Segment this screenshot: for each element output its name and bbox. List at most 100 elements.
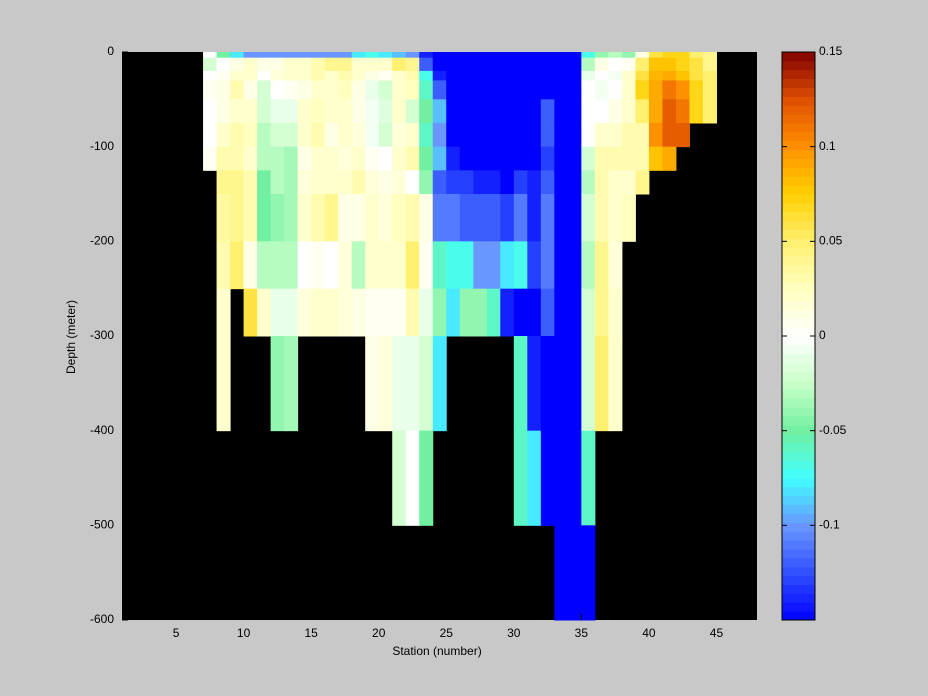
colorbar-tick-label: 0.1 — [819, 139, 836, 153]
y-axis-label: Depth (meter) — [64, 300, 78, 374]
cell — [648, 70, 663, 81]
cell — [311, 80, 326, 100]
cell — [378, 70, 393, 81]
cell — [513, 288, 528, 337]
cell — [513, 123, 528, 148]
cell — [500, 123, 515, 148]
x-tick-label: 15 — [304, 626, 318, 640]
cell — [270, 288, 285, 337]
cell — [527, 170, 542, 195]
cell — [405, 194, 420, 242]
cell — [621, 80, 636, 100]
cell — [621, 170, 636, 195]
cell — [216, 146, 231, 171]
cell — [270, 241, 285, 290]
cell — [500, 288, 515, 337]
cell — [216, 80, 231, 100]
cell — [500, 99, 515, 124]
cell — [432, 194, 447, 242]
cell — [567, 70, 582, 81]
cell — [594, 170, 609, 195]
cell — [324, 123, 339, 148]
colorbar-swatch — [782, 105, 815, 115]
cell — [378, 99, 393, 124]
cell — [257, 123, 272, 148]
cell — [459, 241, 474, 290]
cell — [270, 146, 285, 171]
colorbar-swatch — [782, 309, 815, 319]
colorbar-swatch — [782, 433, 815, 443]
colorbar-swatch — [782, 247, 815, 257]
cell — [635, 146, 650, 171]
colorbar-swatch — [782, 398, 815, 408]
cell — [635, 99, 650, 124]
cell — [608, 57, 623, 72]
cell — [540, 52, 555, 59]
cell — [675, 123, 690, 148]
cell — [351, 146, 366, 171]
cell — [513, 57, 528, 72]
cell — [689, 70, 704, 81]
cell — [216, 170, 231, 195]
cell — [230, 99, 245, 124]
cell — [338, 80, 353, 100]
cell — [446, 146, 461, 171]
cell — [392, 99, 407, 124]
cell — [392, 241, 407, 290]
colorbar-swatch — [782, 96, 815, 106]
cell — [486, 288, 501, 337]
cell — [581, 57, 596, 72]
cell — [365, 123, 380, 148]
cell — [459, 123, 474, 148]
cell — [513, 146, 528, 171]
cell — [608, 70, 623, 81]
cell — [324, 146, 339, 171]
cell — [378, 288, 393, 337]
cell — [594, 57, 609, 72]
cell — [486, 80, 501, 100]
cell — [216, 336, 231, 432]
cell — [500, 170, 515, 195]
cell — [581, 123, 596, 148]
cell — [540, 336, 555, 432]
cell — [662, 123, 677, 148]
x-tick-label: 35 — [575, 626, 589, 640]
cell — [216, 57, 231, 72]
cell — [527, 336, 542, 432]
colorbar-swatch — [782, 318, 815, 328]
cell — [230, 70, 245, 81]
cell — [203, 99, 218, 124]
cell — [446, 194, 461, 242]
cell — [432, 70, 447, 81]
cell — [216, 123, 231, 148]
cell — [284, 241, 299, 290]
cell — [392, 70, 407, 81]
cell — [473, 52, 488, 59]
cell — [621, 57, 636, 72]
colorbar-swatch — [782, 265, 815, 275]
cell — [662, 146, 677, 171]
cell — [675, 99, 690, 124]
cell — [230, 146, 245, 171]
cell — [270, 52, 285, 59]
colorbar-swatch — [782, 69, 815, 80]
cell — [500, 52, 515, 59]
cell — [581, 336, 596, 432]
cell — [513, 80, 528, 100]
cell — [675, 57, 690, 72]
cell — [540, 57, 555, 72]
cell — [297, 70, 312, 81]
cell — [594, 52, 609, 59]
cell — [419, 123, 434, 148]
cell — [594, 99, 609, 124]
cell — [527, 57, 542, 72]
cell — [243, 70, 258, 81]
cell — [257, 241, 272, 290]
cell — [405, 241, 420, 290]
cell — [311, 146, 326, 171]
cell — [392, 336, 407, 432]
colorbar-tick-label: 0.15 — [819, 44, 843, 58]
cell — [540, 80, 555, 100]
colorbar-swatch — [782, 158, 815, 168]
cell — [432, 146, 447, 171]
